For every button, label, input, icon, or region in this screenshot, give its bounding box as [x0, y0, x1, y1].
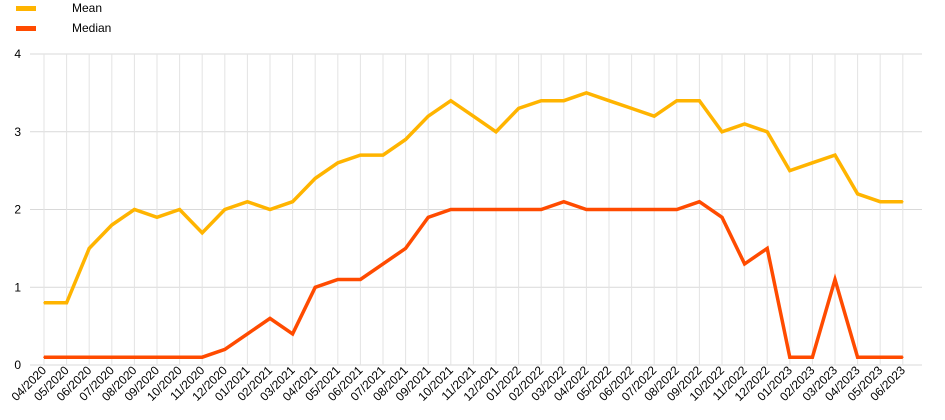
mean-data-point [517, 107, 520, 110]
x-axis: 04/202005/202006/202007/202008/202009/20… [9, 363, 909, 404]
y-tick-label: 2 [14, 203, 21, 217]
mean-data-point [856, 193, 859, 195]
median-data-point [563, 200, 565, 203]
median-data-point [495, 208, 497, 211]
median-data-point [653, 208, 655, 211]
mean-data-point [246, 200, 249, 203]
median-data-point [856, 356, 859, 359]
median-data-point [789, 356, 791, 359]
y-tick-label: 1 [14, 280, 21, 294]
mean-data-point [359, 154, 362, 156]
mean-data-point [314, 177, 317, 180]
median-data-point [450, 208, 452, 211]
median-data-point [404, 247, 407, 250]
median-data-point [608, 208, 610, 211]
mean-data-point [337, 162, 339, 164]
mean-data-point [224, 208, 226, 211]
median-data-point [178, 356, 181, 359]
mean-data-point [811, 162, 814, 164]
median-data-point [382, 263, 384, 265]
mean-data-point [65, 302, 68, 304]
median-data-point [111, 356, 113, 359]
median-data-point [337, 278, 339, 281]
median-data-point [88, 356, 90, 359]
median-data-point [811, 356, 814, 359]
median-data-point [585, 208, 588, 211]
median-data-point [359, 278, 362, 281]
median-data-point [540, 208, 542, 211]
mean-data-point [698, 99, 701, 102]
mean-legend-swatch [16, 6, 36, 11]
mean-data-point [540, 99, 542, 102]
mean-data-point [563, 99, 565, 102]
mean-data-point [721, 130, 723, 133]
mean-data-point [178, 208, 181, 211]
mean-data-point [133, 208, 136, 211]
median-data-point [879, 356, 881, 359]
median-data-point [224, 348, 226, 351]
median-data-point [427, 216, 430, 219]
mean-data-point [834, 154, 836, 156]
median-data-point [201, 356, 203, 359]
mean-data-point [156, 216, 158, 219]
y-axis: 0 1 2 3 4 [14, 47, 21, 372]
median-data-point [314, 286, 317, 289]
median-data-point [156, 356, 158, 359]
median-data-point [269, 317, 271, 320]
mean-data-point [88, 247, 90, 250]
mean-data-point [585, 92, 588, 94]
median-legend-label: Median [72, 21, 111, 35]
median-data-point [676, 208, 678, 211]
mean-data-point [608, 99, 610, 102]
median-data-point [291, 333, 294, 335]
mean-data-point [269, 208, 271, 211]
y-tick-label: 4 [14, 47, 21, 61]
mean-data-point [743, 123, 746, 125]
mean-data-point [111, 224, 113, 226]
median-data-point [743, 263, 746, 265]
mean-data-point [404, 138, 407, 141]
mean-data-point [630, 107, 633, 110]
series-lines [43, 91, 904, 359]
mean-data-point [43, 302, 45, 304]
median-data-point [133, 356, 136, 359]
mean-data-point [653, 115, 655, 117]
median-data-point [630, 208, 633, 211]
median-data-point [902, 356, 904, 359]
mean-data-point [291, 200, 294, 203]
y-tick-label: 0 [14, 358, 21, 372]
mean-legend-label: Mean [72, 1, 102, 15]
median-data-point [834, 278, 836, 281]
median-legend-swatch [16, 26, 36, 31]
mean-data-point [495, 130, 497, 133]
median-data-point [721, 216, 723, 219]
mean-data-point [879, 200, 881, 203]
mean-data-point [382, 154, 384, 156]
median-data-point [698, 200, 701, 203]
y-tick-label: 3 [14, 125, 21, 139]
median-data-point [65, 356, 68, 359]
mean-data-point [472, 115, 475, 117]
median-data-point [766, 247, 768, 250]
median-data-point [472, 208, 475, 211]
mean-data-point [427, 115, 430, 117]
median-data-point [43, 356, 45, 359]
mean-data-point [789, 169, 791, 172]
median-data-point [517, 208, 520, 211]
median-data-point [246, 333, 249, 335]
mean-data-point [676, 99, 678, 102]
mean-data-point [766, 130, 768, 133]
mean-data-point [201, 232, 203, 234]
legend: Mean Median [16, 1, 111, 35]
mean-data-point [902, 200, 904, 203]
mean-data-point [450, 99, 452, 102]
